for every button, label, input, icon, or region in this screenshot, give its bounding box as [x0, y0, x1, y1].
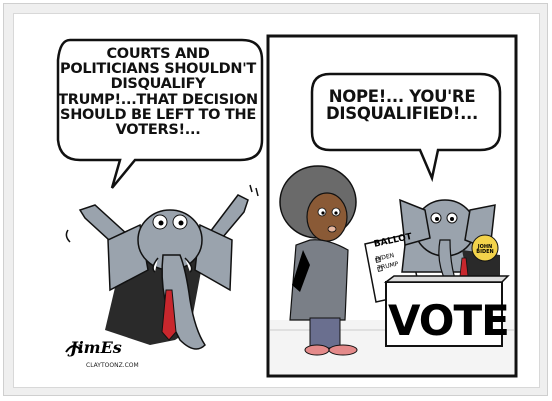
artist-site: CLAYTOONZ.COM: [86, 362, 139, 369]
elephant-left: [65, 184, 259, 350]
speech-text-left: COURTS AND POLITICIANS SHOULDN'T DISQUAL…: [58, 46, 258, 139]
vote-box-label: VOTE: [388, 296, 510, 345]
signature-mark: [65, 345, 83, 353]
artist-signature: JimEs: [70, 338, 122, 357]
speech-bubble-left: [56, 38, 264, 189]
vote-box: [383, 275, 510, 347]
speech-bubble-right: [310, 72, 502, 183]
right-panel-border: [266, 34, 518, 378]
speech-text-right: NOPE!... YOU'RE DISQUALIFIED!...: [326, 87, 478, 124]
voter-girl: [279, 165, 358, 356]
campaign-button-text: JOHN BIDEN: [476, 244, 494, 255]
